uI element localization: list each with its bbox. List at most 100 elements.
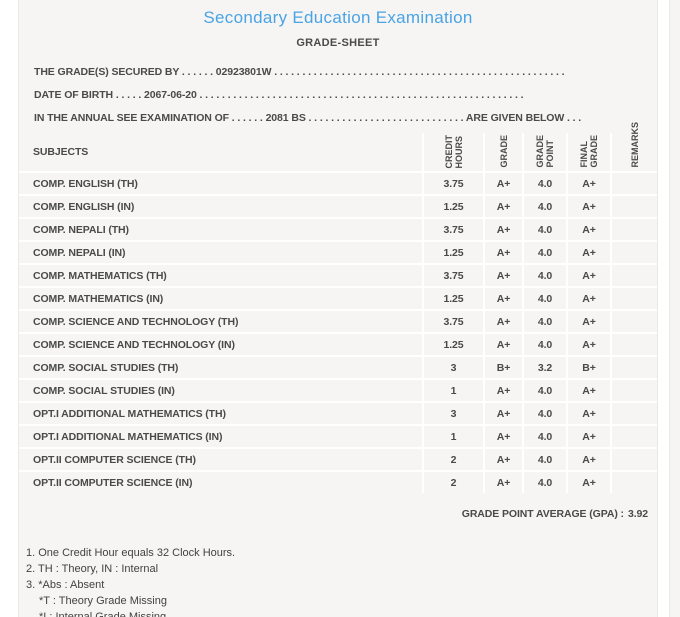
- final-grade-cell: A+: [568, 334, 610, 355]
- remarks-cell: [612, 449, 657, 470]
- remarks-cell: [612, 357, 657, 378]
- final-grade-cell: A+: [568, 380, 610, 401]
- credit-hours-cell: 2: [424, 449, 483, 470]
- final-grade-cell: A+: [568, 242, 610, 263]
- grade-cell: A+: [485, 288, 522, 309]
- grade-point-cell: 4.0: [524, 334, 566, 355]
- grade-cell: B+: [485, 357, 522, 378]
- grade-point-cell: 3.2: [524, 357, 566, 378]
- credit-hours-cell: 3.75: [424, 173, 483, 194]
- footnotes: 1. One Credit Hour equals 32 Clock Hours…: [19, 537, 657, 617]
- header-grade-point-label: GRADE POINT: [535, 135, 555, 168]
- grade-point-cell: 4.0: [524, 265, 566, 286]
- header-credit-hours-label: CREDIT HOURS: [443, 134, 464, 169]
- subject-cell: OPT.II COMPUTER SCIENCE (IN): [19, 472, 422, 493]
- info-lines: THE GRADE(S) SECURED BY . . . . . . 0292…: [19, 60, 657, 129]
- remarks-cell: [612, 380, 657, 401]
- grade-point-cell: 4.0: [524, 219, 566, 240]
- remarks-cell: [612, 219, 657, 240]
- grade-cell: A+: [485, 196, 522, 217]
- info-line-secured-by: THE GRADE(S) SECURED BY . . . . . . 0292…: [34, 65, 565, 78]
- grade-cell: A+: [485, 449, 522, 470]
- grade-point-cell: 4.0: [524, 288, 566, 309]
- grade-table: SUBJECTS CREDIT HOURS GRADE GRADE POINT …: [19, 122, 657, 493]
- grade-cell: A+: [485, 219, 522, 240]
- subject-cell: COMP. SCIENCE AND TECHNOLOGY (TH): [19, 311, 422, 332]
- remarks-cell: [612, 403, 657, 424]
- remarks-cell: [612, 426, 657, 447]
- header-grade-label: GRADE: [498, 135, 509, 168]
- final-grade-cell: A+: [568, 196, 610, 217]
- subject-cell: COMP. SCIENCE AND TECHNOLOGY (IN): [19, 334, 422, 355]
- credit-hours-cell: 1: [424, 380, 483, 401]
- credit-hours-cell: 1.25: [424, 334, 483, 355]
- subject-cell: COMP. SOCIAL STUDIES (IN): [19, 380, 422, 401]
- header-final-grade-label: FINAL GRADE: [579, 135, 599, 168]
- footnote-line: *T : Theory Grade Missing: [39, 595, 167, 607]
- credit-hours-cell: 3.75: [424, 265, 483, 286]
- credit-hours-cell: 1: [424, 426, 483, 447]
- remarks-cell: [612, 242, 657, 263]
- header-remarks-label: REMARKS: [629, 122, 640, 168]
- remarks-cell: [612, 472, 657, 493]
- final-grade-cell: B+: [568, 357, 610, 378]
- gpa-value: 3.92: [627, 508, 648, 520]
- final-grade-cell: A+: [568, 311, 610, 332]
- subject-cell: OPT.II COMPUTER SCIENCE (TH): [19, 449, 422, 470]
- gpa-row: GRADE POINT AVERAGE (GPA) : 3.92: [19, 499, 657, 529]
- subject-cell: COMP. SOCIAL STUDIES (TH): [19, 357, 422, 378]
- credit-hours-cell: 1.25: [424, 242, 483, 263]
- grade-point-cell: 4.0: [524, 196, 566, 217]
- remarks-cell: [612, 196, 657, 217]
- right-edge-strip: [669, 0, 680, 617]
- subject-cell: COMP. ENGLISH (IN): [19, 196, 422, 217]
- page-title: Secondary Education Examination: [203, 8, 473, 27]
- grade-point-cell: 4.0: [524, 242, 566, 263]
- final-grade-cell: A+: [568, 403, 610, 424]
- grade-cell: A+: [485, 334, 522, 355]
- credit-hours-cell: 3.75: [424, 219, 483, 240]
- footnote-line: 2. TH : Theory, IN : Internal: [26, 563, 159, 575]
- credit-hours-cell: 3: [424, 357, 483, 378]
- subject-cell: COMP. MATHEMATICS (TH): [19, 265, 422, 286]
- final-grade-cell: A+: [568, 288, 610, 309]
- footnote-line: *I : Internal Grade Missing: [39, 611, 167, 617]
- grade-cell: A+: [485, 380, 522, 401]
- header-credit-hours: CREDIT HOURS: [424, 133, 483, 171]
- final-grade-cell: A+: [568, 265, 610, 286]
- grade-point-cell: 4.0: [524, 472, 566, 493]
- remarks-cell: [612, 288, 657, 309]
- footnote-line: 3. *Abs : Absent: [26, 579, 105, 591]
- grade-point-cell: 4.0: [524, 403, 566, 424]
- subject-cell: COMP. ENGLISH (TH): [19, 173, 422, 194]
- grade-point-cell: 4.0: [524, 426, 566, 447]
- grade-cell: A+: [485, 472, 522, 493]
- grade-sheet-panel: Secondary Education Examination GRADE-SH…: [18, 0, 658, 617]
- grade-point-cell: 4.0: [524, 173, 566, 194]
- header-remarks: REMARKS: [612, 122, 657, 171]
- sheet-subtitle: GRADE-SHEET: [296, 37, 380, 49]
- header-grade: GRADE: [485, 133, 522, 171]
- grade-point-cell: 4.0: [524, 311, 566, 332]
- final-grade-cell: A+: [568, 449, 610, 470]
- grade-cell: A+: [485, 426, 522, 447]
- header-subjects: SUBJECTS: [19, 133, 422, 171]
- header-grade-point: GRADE POINT: [524, 133, 566, 171]
- grade-cell: A+: [485, 403, 522, 424]
- remarks-cell: [612, 265, 657, 286]
- final-grade-cell: A+: [568, 472, 610, 493]
- subject-cell: COMP. NEPALI (TH): [19, 219, 422, 240]
- credit-hours-cell: 3: [424, 403, 483, 424]
- final-grade-cell: A+: [568, 219, 610, 240]
- grade-point-cell: 4.0: [524, 380, 566, 401]
- credit-hours-cell: 2: [424, 472, 483, 493]
- grade-point-cell: 4.0: [524, 449, 566, 470]
- header-final-grade: FINAL GRADE: [568, 133, 610, 171]
- subject-cell: COMP. MATHEMATICS (IN): [19, 288, 422, 309]
- grade-cell: A+: [485, 242, 522, 263]
- gpa-label: GRADE POINT AVERAGE (GPA) :: [461, 508, 624, 520]
- remarks-cell: [612, 173, 657, 194]
- credit-hours-cell: 3.75: [424, 311, 483, 332]
- remarks-cell: [612, 334, 657, 355]
